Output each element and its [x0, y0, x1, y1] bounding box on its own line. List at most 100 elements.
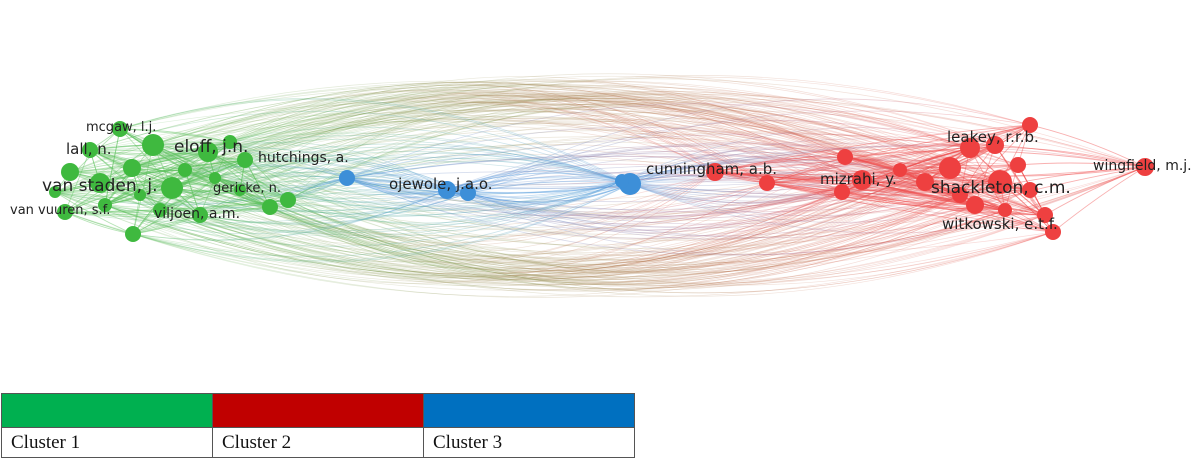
- network-node: [161, 177, 183, 199]
- network-edge: [621, 172, 1046, 216]
- network-edge: [104, 189, 1031, 286]
- network-edge: [714, 144, 996, 173]
- network-node: [153, 203, 167, 217]
- legend-label-cluster-1: Cluster 1: [1, 427, 213, 458]
- network-edge: [69, 171, 173, 189]
- network-edge: [64, 199, 289, 214]
- network-edge: [64, 151, 209, 213]
- network-edge: [446, 150, 863, 191]
- network-edge: [346, 177, 623, 198]
- network-edge: [1029, 124, 1146, 168]
- network-edge: [119, 84, 1054, 233]
- network-node: [178, 163, 192, 177]
- network-edge: [89, 149, 1146, 266]
- network-edge: [152, 82, 863, 181]
- network-edge: [64, 206, 271, 216]
- network-edge: [54, 189, 241, 199]
- network-edge: [629, 183, 961, 217]
- network-edge: [621, 164, 901, 182]
- network-edge: [131, 158, 448, 191]
- network-edge: [714, 171, 926, 183]
- network-node: [237, 152, 253, 168]
- network-edge: [844, 156, 1046, 216]
- network-edge: [104, 151, 209, 206]
- network-node: [986, 136, 1004, 154]
- network-edge: [346, 126, 961, 196]
- network-edge: [467, 155, 976, 206]
- network-node: [615, 174, 629, 188]
- network-node: [234, 184, 246, 196]
- network-node: [952, 187, 968, 203]
- network-edge: [159, 189, 241, 211]
- network-edge: [119, 128, 231, 143]
- legend-swatch-cluster-2: [212, 393, 424, 428]
- network-edge: [119, 128, 271, 208]
- network-edge: [467, 176, 631, 194]
- network-edge: [861, 179, 976, 206]
- network-edge: [104, 177, 216, 206]
- network-edge: [229, 141, 289, 201]
- network-edge: [346, 177, 623, 194]
- network-edge: [714, 171, 1031, 194]
- network-edge: [207, 147, 971, 246]
- network-edge: [54, 177, 348, 206]
- network-edge: [139, 159, 246, 196]
- network-edge: [99, 180, 623, 236]
- network-edge: [54, 191, 134, 235]
- network-edge: [131, 141, 231, 169]
- network-node: [339, 170, 355, 186]
- network-edge: [924, 124, 1031, 183]
- network-node: [966, 196, 984, 214]
- label-cunningham: cunningham, a.b.: [646, 160, 777, 178]
- network-edge: [841, 191, 1006, 211]
- network-edge: [467, 183, 631, 203]
- network-edge: [974, 166, 1146, 206]
- label-ojewole: ojewole, j.a.o.: [389, 175, 493, 193]
- network-edge: [714, 156, 846, 173]
- network-edge: [467, 181, 926, 220]
- network-edge: [861, 179, 976, 206]
- network-edge: [184, 169, 271, 208]
- network-edge: [54, 159, 246, 193]
- network-edge: [139, 97, 1031, 196]
- network-node: [112, 121, 128, 137]
- network-edge: [229, 78, 1146, 168]
- network-edge: [346, 177, 448, 195]
- network-edge: [861, 179, 976, 206]
- network-edge: [346, 133, 996, 179]
- network-node: [1022, 182, 1038, 198]
- network-edge: [861, 179, 1031, 191]
- label-lall: lall, n.: [66, 140, 112, 158]
- network-node: [209, 172, 221, 184]
- network-node: [438, 181, 456, 199]
- network-edge: [621, 180, 1046, 234]
- network-edge: [446, 181, 1001, 237]
- network-edge: [139, 159, 246, 196]
- network-edge: [104, 169, 186, 206]
- network-edge: [104, 93, 1019, 206]
- network-edge: [54, 128, 121, 193]
- network-node: [223, 135, 237, 149]
- network-edge: [239, 181, 1001, 260]
- network-node: [834, 184, 850, 200]
- network-edge: [131, 167, 271, 208]
- network-edge: [467, 183, 631, 203]
- network-edge: [844, 156, 1019, 168]
- network-edge: [346, 154, 631, 185]
- network-edge: [714, 171, 863, 182]
- network-edge: [959, 124, 1031, 196]
- network-edge: [766, 182, 961, 196]
- network-edge: [139, 156, 623, 196]
- network-edge: [64, 95, 951, 213]
- network-node: [1045, 224, 1061, 240]
- network-edge: [446, 175, 1006, 211]
- network-edge: [104, 166, 1146, 281]
- network-edge: [99, 119, 1019, 184]
- network-edge: [171, 128, 846, 189]
- network-edge: [89, 149, 216, 179]
- legend-swatch-cluster-1: [1, 393, 213, 428]
- network-edge: [621, 152, 961, 196]
- network-edge: [207, 84, 768, 184]
- network-edge: [287, 180, 623, 226]
- network-edge: [994, 144, 1146, 168]
